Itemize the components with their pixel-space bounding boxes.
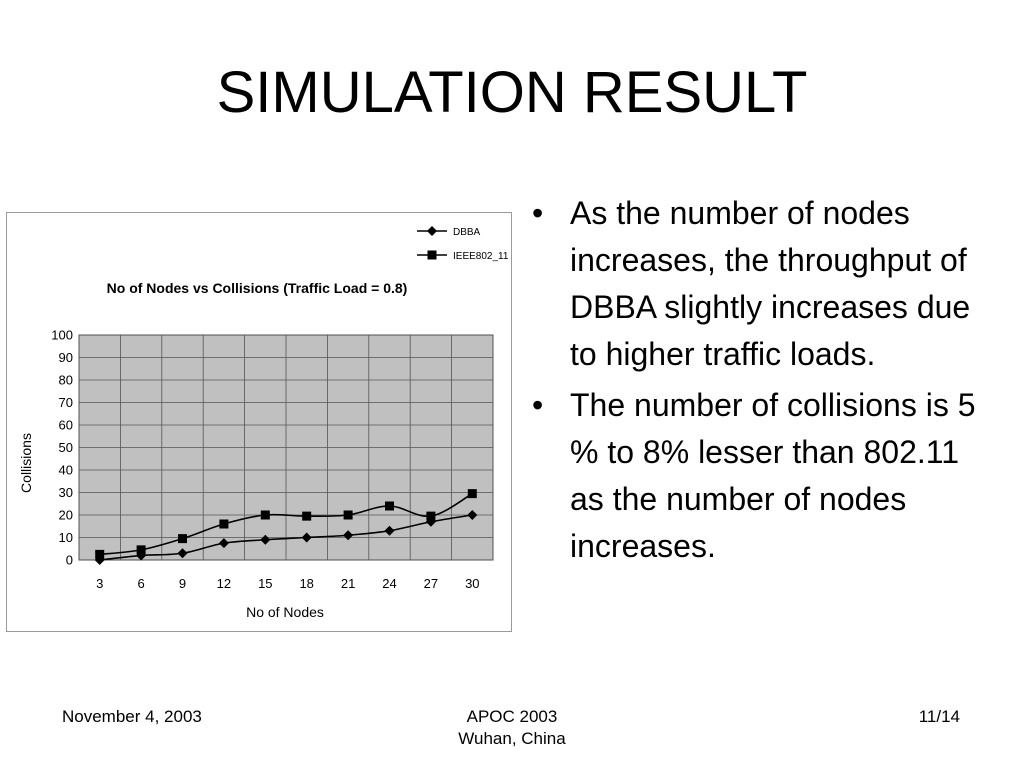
x-tick-label: 27 bbox=[424, 576, 438, 591]
data-point bbox=[178, 534, 187, 544]
x-tick-label: 18 bbox=[299, 576, 313, 591]
x-tick-label: 24 bbox=[382, 576, 396, 591]
series-ieee802_11 bbox=[95, 489, 477, 559]
bullet-text: The number of collisions is 5 % to 8% le… bbox=[570, 387, 976, 564]
y-tick-label: 100 bbox=[51, 328, 73, 343]
footer-conference-name: APOC 2003 bbox=[466, 707, 558, 726]
chart-legend: DBBA IEEE802_11 bbox=[417, 226, 509, 262]
slide-title: SIMULATION RESULT bbox=[216, 60, 808, 125]
x-tick-label: 6 bbox=[137, 576, 144, 591]
legend-marker bbox=[427, 250, 437, 260]
data-point bbox=[343, 530, 354, 541]
data-point bbox=[218, 538, 229, 549]
bullet-list: • As the number of nodes increases, the … bbox=[530, 190, 990, 574]
chart-frame: DBBA IEEE802_11 No of Nodes vs Collisions… bbox=[6, 212, 512, 632]
x-tick-label: 9 bbox=[179, 576, 186, 591]
footer-page-number: 11/14 bbox=[918, 707, 960, 726]
data-point bbox=[136, 545, 146, 555]
legend-label: DBBA bbox=[453, 227, 481, 238]
y-axis-ticks: 0 10 20 30 40 50 60 70 80 90 100 bbox=[51, 328, 73, 568]
x-tick-label: 21 bbox=[341, 576, 355, 591]
data-point bbox=[177, 548, 188, 559]
y-tick-label: 60 bbox=[59, 418, 73, 433]
bullet-text: As the number of nodes increases, the th… bbox=[570, 195, 971, 372]
x-tick-label: 15 bbox=[258, 576, 272, 591]
y-tick-label: 80 bbox=[59, 373, 73, 388]
y-tick-label: 20 bbox=[59, 508, 73, 523]
y-tick-label: 30 bbox=[59, 485, 73, 500]
footer-date: November 4, 2003 bbox=[62, 707, 202, 726]
y-tick-label: 90 bbox=[59, 350, 73, 365]
x-tick-label: 30 bbox=[465, 576, 479, 591]
y-tick-label: 40 bbox=[59, 463, 73, 478]
footer-conference-location: Wuhan, China bbox=[458, 729, 566, 748]
bullet-marker: • bbox=[532, 387, 544, 423]
y-tick-label: 70 bbox=[59, 395, 73, 410]
legend-item: DBBA bbox=[417, 226, 481, 238]
x-tick-label: 12 bbox=[217, 576, 231, 591]
data-point bbox=[260, 510, 270, 520]
series-line bbox=[99, 492, 473, 556]
x-axis-label: No of Nodes bbox=[246, 604, 324, 620]
footer-conference: APOC 2003 Wuhan, China bbox=[412, 706, 612, 750]
gridlines bbox=[78, 334, 494, 561]
x-tick-label: 3 bbox=[96, 576, 103, 591]
legend-item: IEEE802_11 bbox=[417, 250, 509, 262]
y-axis-label: Collisions bbox=[18, 433, 34, 493]
chart-title: No of Nodes vs Collisions (Traffic Load … bbox=[107, 280, 408, 296]
data-point bbox=[426, 511, 436, 521]
data-point bbox=[301, 532, 312, 543]
data-point bbox=[384, 525, 395, 536]
data-point bbox=[343, 510, 353, 520]
legend-marker bbox=[427, 226, 437, 236]
bullet-item: • The number of collisions is 5 % to 8% … bbox=[530, 382, 990, 570]
bullet-item: • As the number of nodes increases, the … bbox=[530, 190, 990, 378]
y-tick-label: 0 bbox=[66, 553, 73, 568]
bullet-marker: • bbox=[532, 195, 544, 231]
data-point bbox=[260, 534, 271, 545]
y-tick-label: 50 bbox=[59, 440, 73, 455]
data-point bbox=[219, 519, 229, 529]
data-point bbox=[95, 549, 105, 559]
collisions-line-chart: DBBA IEEE802_11 No of Nodes vs Collisions… bbox=[18, 226, 509, 620]
data-point bbox=[385, 501, 394, 511]
series-layer bbox=[94, 489, 478, 565]
data-point bbox=[467, 489, 477, 499]
legend-label: IEEE802_11 bbox=[453, 251, 509, 262]
y-tick-label: 10 bbox=[59, 530, 73, 545]
data-point bbox=[467, 510, 478, 520]
data-point bbox=[302, 511, 312, 521]
series-line bbox=[99, 514, 473, 561]
x-axis-ticks: 3 6 9 12 15 18 21 24 27 30 bbox=[96, 576, 479, 591]
